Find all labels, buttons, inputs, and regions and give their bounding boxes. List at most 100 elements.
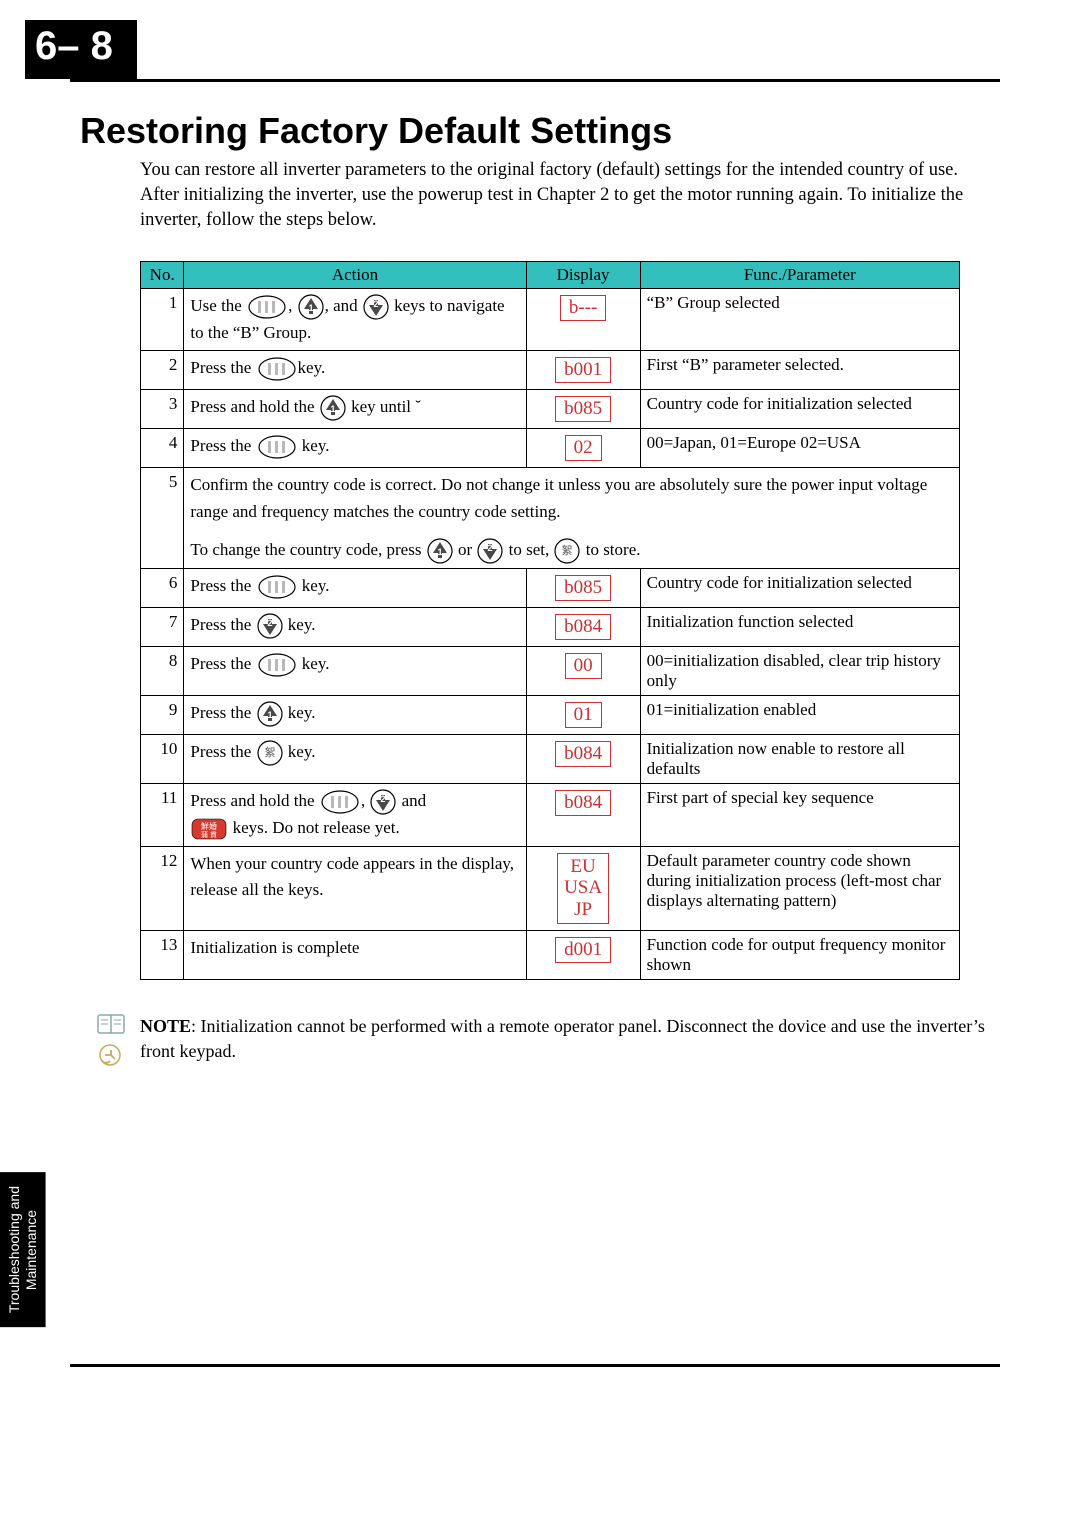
table-row: 4 Press the key. 02 00=Japan, 01=Europe … — [141, 429, 960, 468]
step-no: 3 — [141, 390, 184, 429]
up-key-icon — [427, 538, 453, 564]
step-action: Press the key. — [184, 696, 526, 735]
step-display: EU USA JP — [526, 846, 640, 931]
display-segment: 00 — [565, 653, 602, 679]
step-display: b085 — [526, 569, 640, 608]
note-block: NOTE: Initialization cannot be performed… — [140, 1014, 1000, 1064]
text: Press and hold the — [190, 397, 314, 416]
text: Press the — [190, 436, 251, 455]
text: key. — [284, 742, 316, 761]
step-func: 00=Japan, 01=Europe 02=USA — [640, 429, 959, 468]
step-action: Initialization is complete — [184, 931, 526, 980]
func-key-icon — [247, 295, 287, 319]
step-func: Initialization now enable to restore all… — [640, 735, 959, 784]
display-segment: 02 — [565, 435, 602, 461]
func-key-icon — [320, 790, 360, 814]
text: To change the country code, press — [190, 540, 421, 559]
text: , and — [325, 296, 358, 315]
change-text: To change the country code, press or to … — [190, 537, 953, 564]
text: to store. — [586, 540, 641, 559]
step-action: Press the key. — [184, 429, 526, 468]
text: Press the — [190, 742, 251, 761]
up-key-icon — [320, 395, 346, 421]
table-row: 5 Confirm the country code is correct. D… — [141, 468, 960, 569]
table-row: 11 Press and hold the , and keys. Do not… — [141, 784, 960, 846]
step-action: Press the key. — [184, 569, 526, 608]
col-action: Action — [184, 261, 526, 288]
col-no: No. — [141, 261, 184, 288]
str-key-icon — [554, 538, 580, 564]
step-display: 02 — [526, 429, 640, 468]
step-func: 01=initialization enabled — [640, 696, 959, 735]
down-key-icon — [477, 538, 503, 564]
step-no: 7 — [141, 608, 184, 647]
book-icon — [96, 1012, 126, 1036]
stop-key-icon — [191, 818, 227, 840]
display-segment: 01 — [565, 702, 602, 728]
table-header-row: No. Action Display Func./Parameter — [141, 261, 960, 288]
step-action: Use the , , and keys to navigate to the … — [184, 288, 526, 350]
up-key-icon — [257, 701, 283, 727]
text: Press the — [190, 615, 251, 634]
step-action: When your country code appears in the di… — [184, 846, 526, 931]
table-row: 3 Press and hold the key until ˘ b085 Co… — [141, 390, 960, 429]
step-no: 11 — [141, 784, 184, 846]
step-display: b001 — [526, 351, 640, 390]
step-display: 01 — [526, 696, 640, 735]
text: key. — [298, 436, 330, 455]
table-row: 10 Press the key. b084 Initialization no… — [141, 735, 960, 784]
step-action: Press and hold the , and keys. Do not re… — [184, 784, 526, 846]
step-no: 4 — [141, 429, 184, 468]
func-key-icon — [257, 575, 297, 599]
table-row: 7 Press the key. b084 Initialization fun… — [141, 608, 960, 647]
step-func: First “B” parameter selected. — [640, 351, 959, 390]
disp-line: JP — [574, 899, 592, 920]
step-action: Press the key. — [184, 351, 526, 390]
step-func: Default parameter country code shown dur… — [640, 846, 959, 931]
top-rule — [70, 79, 1000, 82]
func-key-icon — [257, 435, 297, 459]
step-no: 8 — [141, 647, 184, 696]
text: keys. Do not release yet. — [233, 818, 400, 837]
step-no: 12 — [141, 846, 184, 931]
intro-text: You can restore all inverter parameters … — [140, 158, 1000, 233]
step-action: Press the key. — [184, 608, 526, 647]
down-key-icon — [257, 613, 283, 639]
text: key until ˘ — [347, 397, 421, 416]
col-func: Func./Parameter — [640, 261, 959, 288]
table-row: 2 Press the key. b001 First “B” paramete… — [141, 351, 960, 390]
text: to set, — [509, 540, 550, 559]
step-func: Initialization function selected — [640, 608, 959, 647]
step-display: b084 — [526, 735, 640, 784]
table-row: 13 Initialization is complete d001 Funct… — [141, 931, 960, 980]
text: Press the — [190, 358, 251, 377]
step-func: 00=initialization disabled, clear trip h… — [640, 647, 959, 696]
note-icons — [96, 1012, 126, 1076]
step-action: Press and hold the key until ˘ — [184, 390, 526, 429]
step-func: Country code for initialization selected — [640, 390, 959, 429]
step-func: Country code for initialization selected — [640, 569, 959, 608]
display-segment: b084 — [555, 614, 611, 640]
note-text: : Initialization cannot be performed wit… — [140, 1016, 985, 1061]
table-row: 8 Press the key. 00 00=initialization di… — [141, 647, 960, 696]
page-number: 6– 8 — [25, 20, 137, 79]
step-no: 13 — [141, 931, 184, 980]
text: and — [402, 791, 427, 810]
text: key. — [298, 654, 330, 673]
hand-icon — [96, 1043, 124, 1069]
display-segment: EU USA JP — [557, 853, 609, 925]
step-action-full: Confirm the country code is correct. Do … — [184, 468, 960, 569]
text: or — [458, 540, 472, 559]
func-key-icon — [257, 357, 297, 381]
step-display: d001 — [526, 931, 640, 980]
step-no: 6 — [141, 569, 184, 608]
text: Press the — [190, 654, 251, 673]
text: Press the — [190, 703, 251, 722]
step-display: b084 — [526, 608, 640, 647]
step-no: 2 — [141, 351, 184, 390]
step-display: b084 — [526, 784, 640, 846]
step-func: Function code for output frequency monit… — [640, 931, 959, 980]
text: key. — [298, 358, 326, 377]
table-row: 1 Use the , , and keys to navigate to th… — [141, 288, 960, 350]
step-display: b085 — [526, 390, 640, 429]
